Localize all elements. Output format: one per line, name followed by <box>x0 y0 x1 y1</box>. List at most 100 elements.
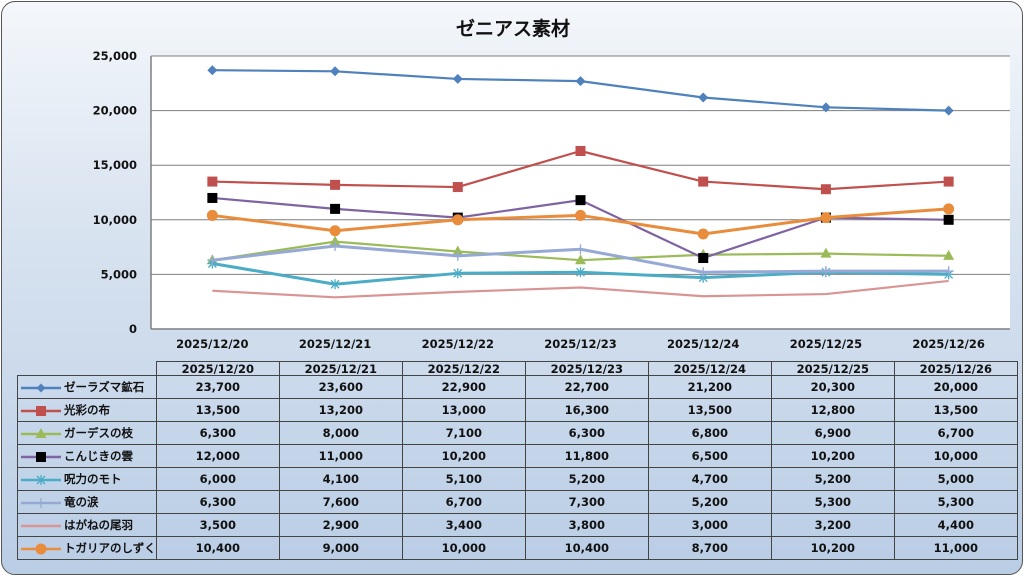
data-point <box>575 254 586 265</box>
legend-entry: はがねの尾羽 <box>17 513 157 537</box>
series-line <box>212 279 949 299</box>
data-point <box>36 383 46 392</box>
legend-key-icon <box>21 524 61 527</box>
data-point <box>575 267 586 278</box>
data-point <box>35 427 47 438</box>
table-cell: 10,400 <box>155 536 280 560</box>
x-tick-label: 2025/12/21 <box>299 337 371 351</box>
data-point <box>452 182 463 193</box>
table-cell: 7,300 <box>524 490 649 514</box>
table-cell: 6,000 <box>155 467 280 491</box>
table-cell: 5,200 <box>524 467 649 491</box>
table-cell: 3,500 <box>155 513 280 537</box>
data-point <box>698 272 709 283</box>
legend-key-icon <box>21 543 61 554</box>
data-point <box>820 212 832 224</box>
table-column-header: 2025/12/23 <box>524 361 649 376</box>
table-cell: 5,200 <box>647 490 772 514</box>
table-cell: 11,000 <box>278 444 403 468</box>
table-cell: 23,600 <box>278 375 403 399</box>
series-2 <box>207 146 954 195</box>
series-1 <box>207 65 954 116</box>
table-column-header: 2025/12/21 <box>278 361 403 376</box>
data-point <box>452 73 463 84</box>
table-column-header: 2025/12/20 <box>155 361 280 376</box>
data-point <box>575 244 586 255</box>
data-point <box>452 214 464 226</box>
table-row: トガリアのしずく 10,400 9,000 10,000 10,400 8,700 10,2… <box>17 536 1018 560</box>
chart-title: ゼニアス素材 <box>455 18 570 40</box>
table-cell: 23,700 <box>155 375 280 399</box>
legend-key-icon <box>21 427 61 438</box>
data-point <box>36 451 46 462</box>
data-table: 2025/12/20 2025/12/21 2025/12/22 2025/12/23… <box>17 361 1018 560</box>
legend-key-icon <box>21 474 61 485</box>
table-cell: 13,500 <box>893 398 1018 422</box>
table-cell: 6,500 <box>647 444 772 468</box>
data-point <box>698 176 709 187</box>
table-row: こんじきの雲 12,000 11,000 10,200 11,800 6,500 10,20… <box>17 444 1018 468</box>
table-row: 光彩の布 13,500 13,200 13,000 16,300 13,500 12,800… <box>17 398 1018 422</box>
data-point <box>943 266 954 277</box>
legend-key-icon <box>21 497 61 508</box>
table-cell: 12,000 <box>155 444 280 468</box>
legend-entry: ガーデスの枝 <box>17 421 157 445</box>
table-row: 呪力のモト 6,000 4,100 5,100 5,200 4,700 5,200 5,000 <box>17 467 1018 491</box>
data-point <box>575 209 586 221</box>
table-cell: 6,800 <box>647 421 772 445</box>
table-cell: 5,300 <box>770 490 895 514</box>
data-point <box>698 267 709 278</box>
table-cell: 16,300 <box>524 398 649 422</box>
legend-label: 光彩の布 <box>64 403 110 417</box>
data-point <box>330 279 341 290</box>
data-point <box>698 92 709 103</box>
table-cell: 22,900 <box>401 375 526 399</box>
table-cell: 6,300 <box>524 421 649 445</box>
data-point <box>943 214 954 225</box>
data-point <box>452 245 464 256</box>
data-point <box>330 66 341 77</box>
data-point <box>329 235 341 246</box>
legend-label: ガーデスの枝 <box>64 426 133 440</box>
legend-entry: ゼーラズマ鉱石 <box>17 375 157 399</box>
data-point <box>452 250 463 261</box>
data-point <box>207 255 218 266</box>
data-point <box>330 241 341 252</box>
table-cell: 20,300 <box>770 375 895 399</box>
x-tick-label: 2025/12/26 <box>912 337 984 351</box>
legend-label: こんじきの雲 <box>64 449 133 463</box>
data-point <box>452 268 463 279</box>
table-row: ゼーラズマ鉱石 23,700 23,600 22,900 22,700 21,200 20,… <box>17 375 1018 399</box>
table-cell: 10,000 <box>401 536 526 560</box>
table-row: 竜の涙 6,300 7,600 6,700 7,300 5,200 5,300 5,300 <box>17 490 1018 514</box>
legend-entry: 光彩の布 <box>17 398 157 422</box>
data-point <box>330 203 341 214</box>
legend-entry: 竜の涙 <box>17 490 157 514</box>
y-tick-label: 10,000 <box>93 213 137 227</box>
data-point <box>697 228 709 240</box>
data-point <box>698 253 709 264</box>
table-cell: 5,000 <box>893 467 1018 491</box>
table-cell: 6,700 <box>401 490 526 514</box>
table-cell: 10,000 <box>893 444 1018 468</box>
x-tick-label: 2025/12/22 <box>422 337 494 351</box>
y-tick-label: 25,000 <box>93 49 137 63</box>
table-cell: 21,200 <box>647 375 772 399</box>
data-point <box>943 249 955 260</box>
table-cell: 5,200 <box>770 467 895 491</box>
table-corner <box>17 361 157 376</box>
table-cell: 10,400 <box>524 536 649 560</box>
table-cell: 2,900 <box>278 513 403 537</box>
table-cell: 4,700 <box>647 467 772 491</box>
data-point <box>36 497 46 508</box>
table-cell: 10,200 <box>770 444 895 468</box>
table-cell: 13,500 <box>647 398 772 422</box>
legend-key-icon <box>21 451 61 462</box>
plot-area <box>151 56 1010 329</box>
table-cell: 5,100 <box>401 467 526 491</box>
data-point <box>206 209 218 221</box>
table-column-header: 2025/12/22 <box>401 361 526 376</box>
y-tick-label: 5,000 <box>101 267 137 281</box>
data-point <box>820 247 832 258</box>
